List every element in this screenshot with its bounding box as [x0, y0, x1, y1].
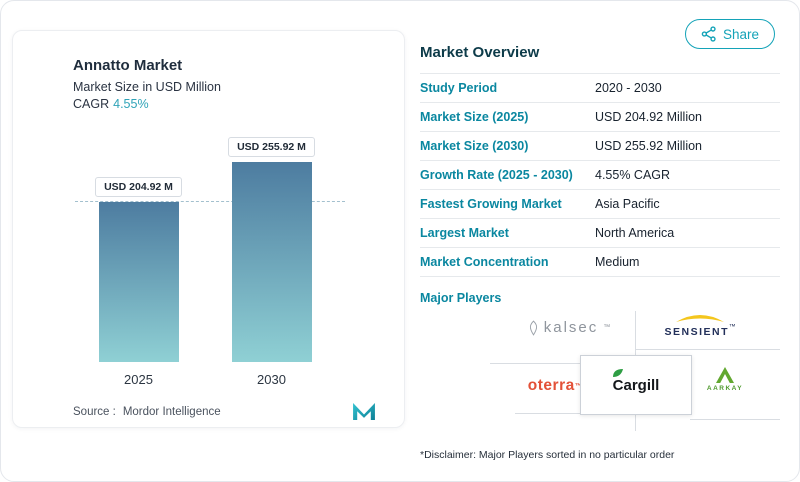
kalsec-mark-icon [529, 319, 537, 336]
reference-dashed-line [75, 201, 345, 202]
overview-row: Fastest Growing Market Asia Pacific [420, 190, 780, 219]
overview-row: Market Size (2025) USD 204.92 Million [420, 103, 780, 132]
bar-group: USD 204.92 M [95, 177, 182, 362]
market-overview-panel: Market Overview Study Period 2020 - 2030 M… [420, 44, 780, 461]
chart-cagr: CAGR 4.55% [73, 97, 404, 111]
kalsec-trademark: ™ [603, 324, 613, 331]
overview-row-label: Largest Market [420, 226, 509, 240]
overview-row-label: Market Size (2025) [420, 110, 529, 124]
mordor-intelligence-logo [352, 403, 376, 420]
chart-subtitle: Market Size in USD Million [73, 80, 221, 94]
players-divider-oterra [515, 413, 580, 414]
sensient-trademark: ™ [729, 323, 736, 331]
overview-rows: Study Period 2020 - 2030 Market Size (2025… [420, 73, 780, 277]
players-disclaimer: *Disclaimer: Major Players sorted in no … [420, 449, 675, 461]
major-players-grid: kalsec ™ SENSIENT™ oterra ™ Cargill [420, 311, 780, 439]
kalsec-wordmark: kalsec [543, 319, 599, 336]
kalsec-logo: kalsec ™ [500, 319, 640, 336]
x-axis-labels: 2025 2030 [65, 372, 345, 387]
bar-chart: USD 204.92 M USD 255.92 M [65, 117, 345, 362]
source-label: Source : [73, 405, 116, 418]
cargill-wordmark: Cargill [612, 376, 660, 394]
overview-row-value: Medium [595, 255, 640, 269]
sensient-wordmark: SENSIENT [664, 326, 729, 338]
chart-card: Annatto Market Market Size in USD Millio… [12, 30, 405, 428]
overview-row-value: 4.55% CAGR [595, 168, 671, 182]
cagr-value: 4.55% [113, 97, 149, 111]
overview-row-label: Fastest Growing Market [420, 197, 562, 211]
major-players-label: Major Players [420, 291, 502, 305]
overview-row-value: Asia Pacific [595, 197, 660, 211]
players-divider-aarkay [690, 419, 780, 420]
source-row: Source : Mordor Intelligence [73, 403, 376, 420]
overview-row-value: USD 204.92 Million [595, 110, 702, 124]
sensient-logo: SENSIENT™ [640, 313, 760, 340]
cagr-label: CAGR [73, 97, 110, 111]
overview-row-label: Market Size (2030) [420, 139, 529, 153]
bar-value-label: USD 255.92 M [228, 137, 315, 157]
overview-row-label: Growth Rate (2025 - 2030) [420, 168, 573, 182]
players-divider-sensient [635, 349, 780, 350]
chart-title: Annatto Market [73, 57, 183, 74]
cargill-logo: Cargill [580, 355, 692, 415]
overview-row-value: 2020 - 2030 [595, 81, 662, 95]
share-icon [701, 26, 716, 42]
aarkay-wordmark: AARKAY [706, 385, 744, 392]
overview-row: Market Size (2030) USD 255.92 Million [420, 132, 780, 161]
chart-header: Annatto Market Market Size in USD Millio… [13, 31, 404, 111]
oterra-trademark: ™ [574, 382, 583, 390]
aarkay-logo: AARKAY [690, 367, 760, 392]
share-label: Share [722, 26, 759, 42]
overview-row-label: Study Period [420, 81, 498, 95]
oterra-logo: oterra ™ [515, 377, 595, 395]
overview-row-value: USD 255.92 Million [595, 139, 702, 153]
overview-row: Growth Rate (2025 - 2030) 4.55% CAGR [420, 161, 780, 190]
overview-row: Largest Market North America [420, 219, 780, 248]
bar [98, 202, 179, 362]
overview-row-value: North America [595, 226, 675, 240]
bar-value-label: USD 204.92 M [95, 177, 182, 197]
overview-title: Market Overview [420, 44, 540, 61]
overview-row: Study Period 2020 - 2030 [420, 73, 780, 103]
oterra-wordmark: oterra [527, 377, 575, 394]
aarkay-mark-icon [716, 367, 734, 383]
cargill-leaf-icon [612, 368, 623, 377]
bar [231, 162, 312, 362]
overview-row-label: Market Concentration [420, 255, 549, 269]
x-axis-label: 2025 [124, 372, 153, 387]
overview-row: Market Concentration Medium [420, 248, 780, 277]
x-axis-label: 2030 [257, 372, 286, 387]
players-divider-kalsec [490, 363, 635, 364]
source-name: Mordor Intelligence [122, 405, 221, 418]
bar-group: USD 255.92 M [228, 137, 315, 362]
sensient-swoosh-icon [676, 315, 724, 322]
share-button[interactable]: Share [684, 19, 775, 49]
